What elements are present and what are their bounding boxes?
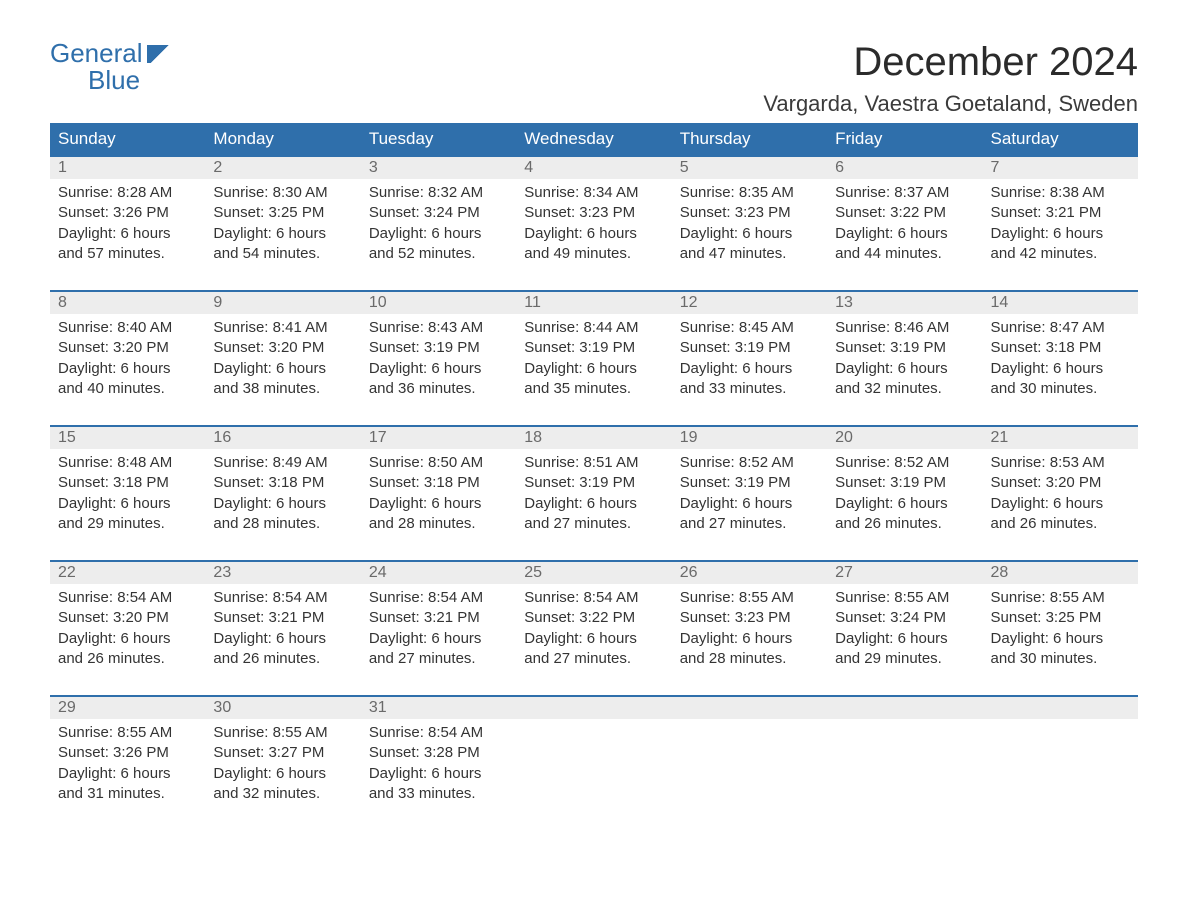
logo: General Blue xyxy=(50,40,173,95)
day-detail: Sunrise: 8:32 AMSunset: 3:24 PMDaylight:… xyxy=(361,179,516,291)
day-number-row: 15161718192021 xyxy=(50,427,1138,449)
day-detail xyxy=(672,719,827,830)
weekday-header: Tuesday xyxy=(361,123,516,156)
day-detail-row: Sunrise: 8:28 AMSunset: 3:26 PMDaylight:… xyxy=(50,179,1138,291)
day-number xyxy=(516,697,671,719)
day-detail: Sunrise: 8:47 AMSunset: 3:18 PMDaylight:… xyxy=(983,314,1138,426)
day-number xyxy=(672,697,827,719)
day-detail: Sunrise: 8:52 AMSunset: 3:19 PMDaylight:… xyxy=(827,449,982,561)
day-number: 11 xyxy=(516,292,671,314)
day-detail-row: Sunrise: 8:40 AMSunset: 3:20 PMDaylight:… xyxy=(50,314,1138,426)
day-detail: Sunrise: 8:54 AMSunset: 3:28 PMDaylight:… xyxy=(361,719,516,830)
day-number: 10 xyxy=(361,292,516,314)
logo-text-1: General xyxy=(50,40,143,67)
day-number: 7 xyxy=(983,157,1138,179)
day-number: 23 xyxy=(205,562,360,584)
location-subtitle: Vargarda, Vaestra Goetaland, Sweden xyxy=(763,91,1138,117)
day-detail: Sunrise: 8:54 AMSunset: 3:21 PMDaylight:… xyxy=(205,584,360,696)
day-number: 28 xyxy=(983,562,1138,584)
day-number: 14 xyxy=(983,292,1138,314)
day-detail: Sunrise: 8:38 AMSunset: 3:21 PMDaylight:… xyxy=(983,179,1138,291)
month-title: December 2024 xyxy=(763,40,1138,85)
day-detail: Sunrise: 8:43 AMSunset: 3:19 PMDaylight:… xyxy=(361,314,516,426)
day-detail: Sunrise: 8:54 AMSunset: 3:21 PMDaylight:… xyxy=(361,584,516,696)
weekday-header: Saturday xyxy=(983,123,1138,156)
day-number: 20 xyxy=(827,427,982,449)
day-detail: Sunrise: 8:34 AMSunset: 3:23 PMDaylight:… xyxy=(516,179,671,291)
day-detail: Sunrise: 8:55 AMSunset: 3:26 PMDaylight:… xyxy=(50,719,205,830)
day-number: 31 xyxy=(361,697,516,719)
weekday-header: Friday xyxy=(827,123,982,156)
day-detail: Sunrise: 8:49 AMSunset: 3:18 PMDaylight:… xyxy=(205,449,360,561)
day-detail xyxy=(827,719,982,830)
day-number-row: 1234567 xyxy=(50,157,1138,179)
day-detail: Sunrise: 8:46 AMSunset: 3:19 PMDaylight:… xyxy=(827,314,982,426)
day-number-row: 293031 xyxy=(50,697,1138,719)
day-detail-row: Sunrise: 8:54 AMSunset: 3:20 PMDaylight:… xyxy=(50,584,1138,696)
day-detail: Sunrise: 8:50 AMSunset: 3:18 PMDaylight:… xyxy=(361,449,516,561)
weekday-header: Monday xyxy=(205,123,360,156)
day-number: 21 xyxy=(983,427,1138,449)
day-detail: Sunrise: 8:55 AMSunset: 3:24 PMDaylight:… xyxy=(827,584,982,696)
day-detail: Sunrise: 8:52 AMSunset: 3:19 PMDaylight:… xyxy=(672,449,827,561)
logo-flag-icon xyxy=(147,45,173,63)
day-number: 24 xyxy=(361,562,516,584)
day-detail: Sunrise: 8:30 AMSunset: 3:25 PMDaylight:… xyxy=(205,179,360,291)
day-number: 12 xyxy=(672,292,827,314)
day-number: 19 xyxy=(672,427,827,449)
day-detail: Sunrise: 8:48 AMSunset: 3:18 PMDaylight:… xyxy=(50,449,205,561)
day-number xyxy=(983,697,1138,719)
day-detail: Sunrise: 8:35 AMSunset: 3:23 PMDaylight:… xyxy=(672,179,827,291)
day-detail xyxy=(983,719,1138,830)
day-detail xyxy=(516,719,671,830)
day-number: 1 xyxy=(50,157,205,179)
weekday-header: Thursday xyxy=(672,123,827,156)
day-detail: Sunrise: 8:54 AMSunset: 3:20 PMDaylight:… xyxy=(50,584,205,696)
day-detail: Sunrise: 8:37 AMSunset: 3:22 PMDaylight:… xyxy=(827,179,982,291)
day-number: 3 xyxy=(361,157,516,179)
day-number-row: 891011121314 xyxy=(50,292,1138,314)
page-header: General Blue December 2024 Vargarda, Vae… xyxy=(50,40,1138,117)
day-number: 16 xyxy=(205,427,360,449)
day-number: 2 xyxy=(205,157,360,179)
day-detail: Sunrise: 8:51 AMSunset: 3:19 PMDaylight:… xyxy=(516,449,671,561)
day-number: 15 xyxy=(50,427,205,449)
day-number: 22 xyxy=(50,562,205,584)
day-number: 25 xyxy=(516,562,671,584)
logo-text-2: Blue xyxy=(50,67,173,94)
day-number: 30 xyxy=(205,697,360,719)
day-number: 5 xyxy=(672,157,827,179)
day-detail: Sunrise: 8:40 AMSunset: 3:20 PMDaylight:… xyxy=(50,314,205,426)
day-number: 27 xyxy=(827,562,982,584)
day-detail: Sunrise: 8:41 AMSunset: 3:20 PMDaylight:… xyxy=(205,314,360,426)
day-number xyxy=(827,697,982,719)
day-detail: Sunrise: 8:54 AMSunset: 3:22 PMDaylight:… xyxy=(516,584,671,696)
day-number: 13 xyxy=(827,292,982,314)
day-number: 4 xyxy=(516,157,671,179)
calendar-header-row: SundayMondayTuesdayWednesdayThursdayFrid… xyxy=(50,123,1138,156)
day-number: 6 xyxy=(827,157,982,179)
day-detail: Sunrise: 8:55 AMSunset: 3:23 PMDaylight:… xyxy=(672,584,827,696)
day-detail: Sunrise: 8:45 AMSunset: 3:19 PMDaylight:… xyxy=(672,314,827,426)
day-number: 17 xyxy=(361,427,516,449)
day-detail-row: Sunrise: 8:48 AMSunset: 3:18 PMDaylight:… xyxy=(50,449,1138,561)
day-detail: Sunrise: 8:44 AMSunset: 3:19 PMDaylight:… xyxy=(516,314,671,426)
calendar-table: SundayMondayTuesdayWednesdayThursdayFrid… xyxy=(50,123,1138,830)
day-number-row: 22232425262728 xyxy=(50,562,1138,584)
day-number: 8 xyxy=(50,292,205,314)
day-number: 18 xyxy=(516,427,671,449)
title-block: December 2024 Vargarda, Vaestra Goetalan… xyxy=(763,40,1138,117)
weekday-header: Wednesday xyxy=(516,123,671,156)
day-detail: Sunrise: 8:28 AMSunset: 3:26 PMDaylight:… xyxy=(50,179,205,291)
day-number: 9 xyxy=(205,292,360,314)
day-detail: Sunrise: 8:55 AMSunset: 3:25 PMDaylight:… xyxy=(983,584,1138,696)
day-detail-row: Sunrise: 8:55 AMSunset: 3:26 PMDaylight:… xyxy=(50,719,1138,830)
day-number: 26 xyxy=(672,562,827,584)
day-detail: Sunrise: 8:55 AMSunset: 3:27 PMDaylight:… xyxy=(205,719,360,830)
day-detail: Sunrise: 8:53 AMSunset: 3:20 PMDaylight:… xyxy=(983,449,1138,561)
day-number: 29 xyxy=(50,697,205,719)
weekday-header: Sunday xyxy=(50,123,205,156)
